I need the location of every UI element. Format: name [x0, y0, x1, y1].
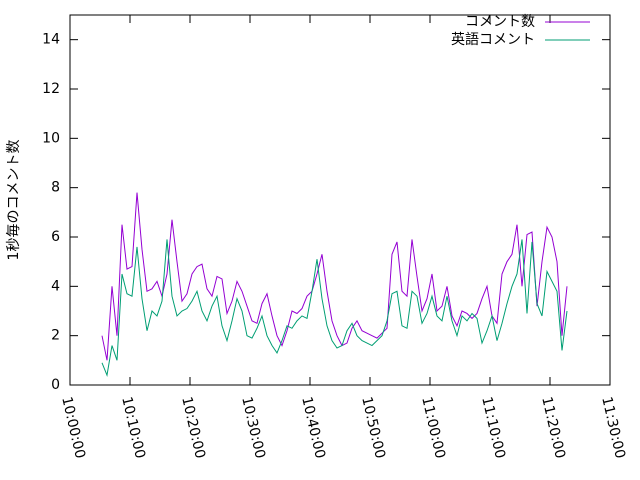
- x-tick-label: 11:10:00: [478, 395, 508, 460]
- plot-frame: [69, 14, 611, 386]
- y-tick-label: 8: [51, 180, 60, 196]
- y-axis-label: 1秒毎のコメント数: [6, 140, 22, 261]
- x-tick-label: 11:00:00: [418, 395, 448, 460]
- y-tick-label: 4: [51, 278, 60, 294]
- y-tick-label: 12: [42, 81, 60, 97]
- y-tick-label: 0: [51, 377, 60, 393]
- x-tick-label: 11:20:00: [538, 395, 568, 460]
- x-tick-label: 10:20:00: [178, 395, 208, 460]
- y-tick-label: 14: [42, 32, 60, 48]
- x-tick-label: 10:40:00: [298, 395, 328, 460]
- x-tick-label: 11:30:00: [598, 395, 628, 460]
- y-tick-label: 6: [51, 229, 60, 245]
- x-tick-label: 10:30:00: [238, 395, 268, 460]
- x-tick-label: 10:50:00: [358, 395, 388, 460]
- legend-label: 英語コメント: [451, 31, 535, 48]
- y-tick-label: 2: [51, 328, 60, 344]
- series-line: [101, 192, 568, 361]
- y-tick-label: 10: [42, 130, 60, 146]
- x-tick-label: 10:00:00: [58, 395, 88, 460]
- legend-label: コメント数: [465, 14, 535, 30]
- series-line: [101, 239, 568, 377]
- x-tick-label: 10:10:00: [118, 395, 148, 460]
